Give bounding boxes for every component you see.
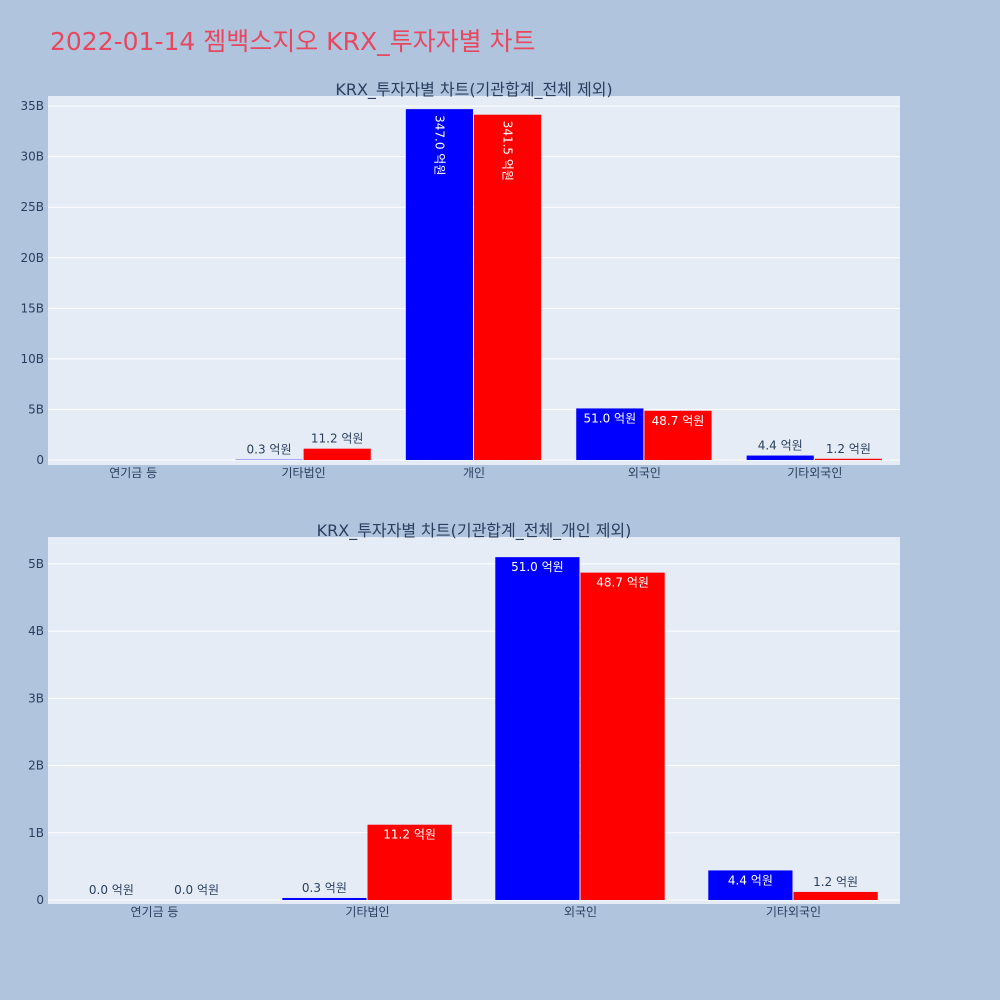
data-label: 11.2 억원 [383,828,436,842]
y-tick-label: 1B [28,826,44,840]
y-tick-label: 2B [28,759,44,773]
x-tick-label: 연기금 등 [131,905,179,919]
bar [746,455,814,460]
bar [576,408,644,460]
y-tick-label: 3B [28,691,44,705]
bar [814,458,882,460]
plot-area [48,537,900,904]
bar [367,824,452,900]
y-tick-label: 4B [28,624,44,638]
bar [495,557,580,900]
x-tick-label: 외국인 [628,466,661,480]
y-tick-label: 5B [28,402,44,416]
data-label: 48.7 억원 [652,414,705,428]
bar [282,897,367,900]
data-label: 0.0 억원 [174,883,219,897]
bar [793,891,878,900]
bar [405,109,473,461]
chart-2: 0 1B 2B 3B 4B 5B KRX_투자자별 차트(기관합계_전체_개인 제외) 연기금… [28,521,900,919]
y-tick-label: 10B [20,352,44,366]
data-label: 0.0 억원 [89,883,134,897]
data-label: 11.2 억원 [311,432,364,446]
y-tick-label: 35B [20,99,44,113]
data-label: 4.4 억원 [728,873,773,887]
x-tick-label: 기타법인 [282,466,326,480]
y-tick-label: 0 [36,453,44,467]
bar [474,114,542,460]
y-tick-label: 5B [28,557,44,571]
x-tick-label: 기타외국인 [787,466,842,480]
x-tick-label: 연기금 등 [109,466,157,480]
data-label: 51.0 억원 [584,411,637,425]
chart-title: KRX_투자자별 차트(기관합계_전체_개인 제외) [317,521,632,541]
bar [644,410,712,460]
y-tick-label: 30B [20,150,44,164]
chart-1: 0 5B 10B 15B 20B 25B 30B 35B KRX_투자자별 차트(기관합계_전체… [20,80,900,480]
data-label: 51.0 억원 [511,560,564,574]
data-label: 4.4 억원 [758,439,803,453]
data-label: 1.2 억원 [813,875,858,889]
x-tick-label: 외국인 [564,905,597,919]
bar [303,448,371,460]
page-title: 2022-01-14 젬백스지오 KRX_투자자별 차트 [50,27,536,56]
data-label: 0.3 억원 [247,443,292,457]
bar [580,572,665,900]
bar [708,870,793,900]
data-label: 48.7 억원 [596,576,649,590]
y-tick-label: 15B [20,301,44,315]
x-tick-label: 개인 [463,466,485,480]
y-tick-label: 25B [20,200,44,214]
data-label: 0.3 억원 [302,881,347,895]
chart-title: KRX_투자자별 차트(기관합계_전체 제외) [335,80,612,100]
y-tick-label: 20B [20,251,44,265]
y-tick-label: 0 [36,893,44,907]
data-label: 341.5 억원 [501,121,515,181]
x-tick-label: 기타법인 [345,905,389,919]
data-label: 1.2 억원 [826,442,871,456]
x-tick-label: 기타외국인 [766,905,821,919]
data-label: 347.0 억원 [432,115,446,175]
